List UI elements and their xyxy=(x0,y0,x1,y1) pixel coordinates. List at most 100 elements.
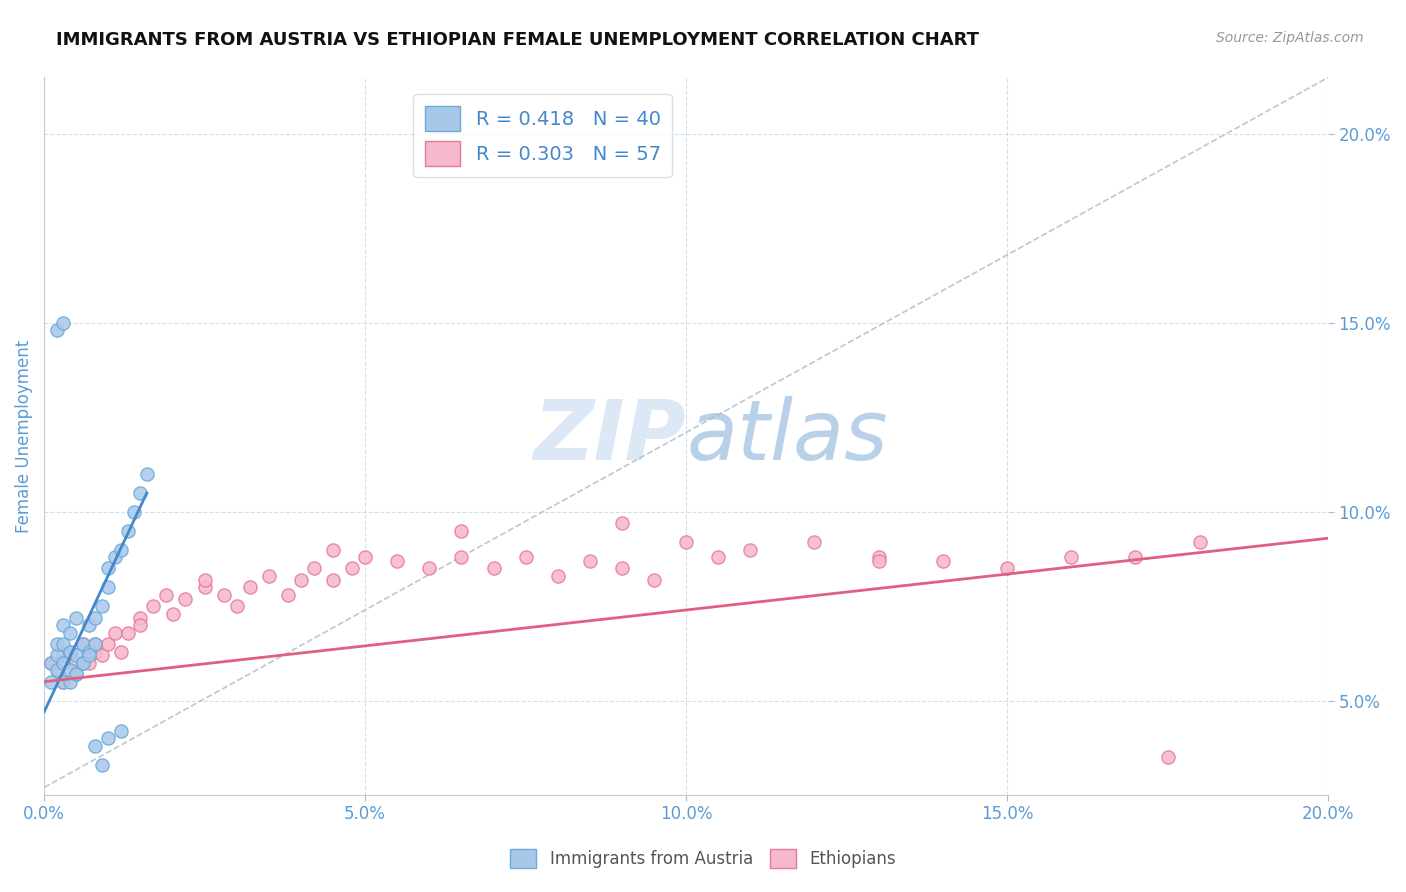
Point xyxy=(578,554,600,568)
Point xyxy=(110,542,132,557)
Point xyxy=(90,757,112,772)
Point xyxy=(52,618,75,632)
Point xyxy=(225,599,247,614)
Point xyxy=(84,637,107,651)
Point xyxy=(129,618,152,632)
Point xyxy=(46,324,69,338)
Point xyxy=(194,573,217,587)
Point xyxy=(162,607,184,621)
Point xyxy=(97,561,120,575)
Y-axis label: Female Unemployment: Female Unemployment xyxy=(15,340,32,533)
Point xyxy=(52,674,75,689)
Legend: Immigrants from Austria, Ethiopians: Immigrants from Austria, Ethiopians xyxy=(503,842,903,875)
Point xyxy=(142,599,165,614)
Point xyxy=(342,561,364,575)
Point xyxy=(868,550,890,565)
Point xyxy=(277,588,299,602)
Point xyxy=(84,610,107,624)
Point xyxy=(39,656,62,670)
Point xyxy=(65,610,87,624)
Point xyxy=(387,554,409,568)
Point xyxy=(39,656,62,670)
Point xyxy=(194,580,217,594)
Point xyxy=(354,550,377,565)
Point xyxy=(65,648,87,663)
Point xyxy=(97,731,120,746)
Point xyxy=(803,535,825,549)
Point xyxy=(65,667,87,681)
Point xyxy=(59,674,82,689)
Point xyxy=(450,550,472,565)
Point xyxy=(46,664,69,678)
Text: atlas: atlas xyxy=(686,396,887,476)
Point xyxy=(322,542,344,557)
Point xyxy=(104,625,127,640)
Point xyxy=(46,648,69,663)
Point xyxy=(135,467,157,481)
Point xyxy=(675,535,697,549)
Point xyxy=(212,588,235,602)
Point xyxy=(52,637,75,651)
Point xyxy=(122,505,145,519)
Point xyxy=(117,524,139,538)
Point xyxy=(995,561,1018,575)
Point xyxy=(59,644,82,658)
Point xyxy=(84,739,107,753)
Point xyxy=(52,674,75,689)
Point xyxy=(290,573,312,587)
Point xyxy=(90,648,112,663)
Point xyxy=(46,664,69,678)
Point xyxy=(1125,550,1147,565)
Point xyxy=(1156,750,1178,764)
Point xyxy=(84,644,107,658)
Point xyxy=(110,723,132,738)
Text: ZIP: ZIP xyxy=(533,396,686,476)
Text: IMMIGRANTS FROM AUSTRIA VS ETHIOPIAN FEMALE UNEMPLOYMENT CORRELATION CHART: IMMIGRANTS FROM AUSTRIA VS ETHIOPIAN FEM… xyxy=(56,31,979,49)
Point xyxy=(174,591,197,606)
Point xyxy=(238,580,260,594)
Point xyxy=(77,648,100,663)
Point xyxy=(72,656,94,670)
Point xyxy=(59,644,82,658)
Point xyxy=(868,554,890,568)
Point xyxy=(39,674,62,689)
Point xyxy=(117,625,139,640)
Point xyxy=(59,625,82,640)
Point xyxy=(59,664,82,678)
Point xyxy=(104,550,127,565)
Point xyxy=(547,569,569,583)
Point xyxy=(482,561,505,575)
Text: Source: ZipAtlas.com: Source: ZipAtlas.com xyxy=(1216,31,1364,45)
Point xyxy=(302,561,325,575)
Point xyxy=(1060,550,1083,565)
Point xyxy=(65,656,87,670)
Point xyxy=(65,667,87,681)
Point xyxy=(52,648,75,663)
Point xyxy=(90,599,112,614)
Point xyxy=(129,610,152,624)
Point xyxy=(72,637,94,651)
Point xyxy=(610,561,633,575)
Point xyxy=(740,542,762,557)
Point xyxy=(610,516,633,530)
Point xyxy=(52,656,75,670)
Point xyxy=(72,656,94,670)
Point xyxy=(84,637,107,651)
Legend: R = 0.418   N = 40, R = 0.303   N = 57: R = 0.418 N = 40, R = 0.303 N = 57 xyxy=(413,95,672,178)
Point xyxy=(450,524,472,538)
Point xyxy=(257,569,280,583)
Point xyxy=(707,550,730,565)
Point xyxy=(52,316,75,330)
Point xyxy=(77,618,100,632)
Point xyxy=(1188,535,1211,549)
Point xyxy=(97,637,120,651)
Point xyxy=(932,554,955,568)
Point xyxy=(46,637,69,651)
Point xyxy=(322,573,344,587)
Point xyxy=(643,573,665,587)
Point xyxy=(418,561,440,575)
Point xyxy=(110,644,132,658)
Point xyxy=(155,588,177,602)
Point xyxy=(72,637,94,651)
Point xyxy=(129,486,152,500)
